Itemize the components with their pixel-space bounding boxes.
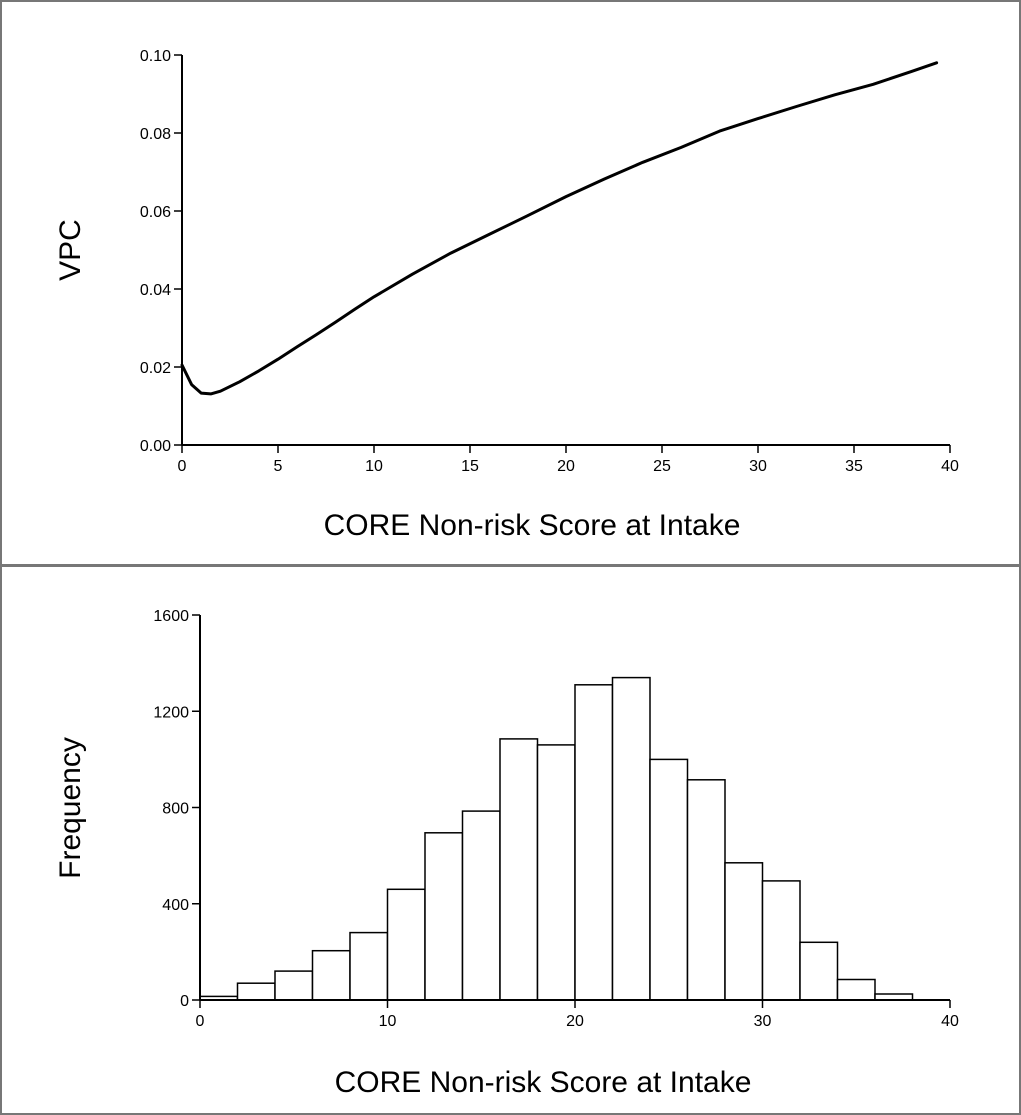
frequency-chart: 0 400 800 1200 1600 0 10 20 30 40 Frequency CORE… [54, 608, 959, 1099]
vpc-chart: 0.00 0.02 0.04 0.06 0.08 0.10 0 5 10 15 20 25 30 35 4… [54, 48, 959, 542]
vpc-series-line [180, 61, 939, 396]
freq-y-axis-title: Frequency [54, 737, 87, 879]
vpc-y-tick-label: 0.02 [140, 360, 171, 377]
histogram-bar [386, 888, 426, 1001]
freq-y-tick-label: 400 [162, 897, 189, 914]
freq-x-tick-label: 10 [379, 1013, 397, 1030]
vpc-x-tick-label: 35 [845, 458, 863, 475]
freq-x-tick-label: 0 [196, 1013, 205, 1030]
freq-y-tick-label: 1600 [153, 608, 189, 625]
histogram-bar [349, 931, 389, 1001]
vpc-x-tick-label: 30 [749, 458, 767, 475]
vpc-y-axis-title: VPC [54, 219, 87, 281]
vpc-x-tick-label: 20 [557, 458, 575, 475]
histogram-bar [311, 949, 351, 1001]
histogram-bar [724, 862, 764, 1001]
histogram-bar [611, 676, 651, 1001]
freq-x-tick-label: 40 [941, 1013, 959, 1030]
histogram-bar [836, 978, 876, 1001]
histogram-bar [424, 832, 464, 1001]
vpc-y-tick-label: 0.00 [140, 438, 171, 455]
vpc-x-tick-label: 15 [461, 458, 479, 475]
freq-x-tick-label: 30 [754, 1013, 772, 1030]
histogram-bar [236, 982, 276, 1001]
vpc-x-tick-label: 10 [365, 458, 383, 475]
histogram-bar [574, 684, 614, 1001]
vpc-x-tick-label: 25 [653, 458, 671, 475]
histogram-bar [461, 810, 501, 1001]
histogram-bar [649, 758, 689, 1001]
vpc-x-tick-label: 5 [274, 458, 283, 475]
freq-y-tick-label: 800 [162, 801, 189, 818]
histogram-bar [686, 779, 726, 1001]
freq-y-tick-label: 1200 [153, 704, 189, 721]
vpc-y-tick-label: 0.04 [140, 282, 171, 299]
vpc-x-axis-title: CORE Non-risk Score at Intake [324, 509, 741, 542]
histogram-bar [536, 744, 576, 1001]
vpc-x-tick-label: 40 [941, 458, 959, 475]
panel-divider [0, 564, 1021, 567]
vpc-y-tick-label: 0.10 [140, 48, 171, 65]
freq-x-axis-title: CORE Non-risk Score at Intake [335, 1066, 752, 1099]
vpc-x-tick-label: 0 [178, 458, 187, 475]
histogram-bar [761, 880, 801, 1001]
histogram-bar [799, 941, 839, 1001]
histogram-bar [499, 738, 539, 1001]
vpc-y-tick-label: 0.08 [140, 126, 171, 143]
freq-y-tick-label: 0 [180, 993, 189, 1010]
histogram-bar [274, 970, 314, 1001]
vpc-y-tick-label: 0.06 [140, 204, 171, 221]
freq-x-tick-label: 20 [566, 1013, 584, 1030]
